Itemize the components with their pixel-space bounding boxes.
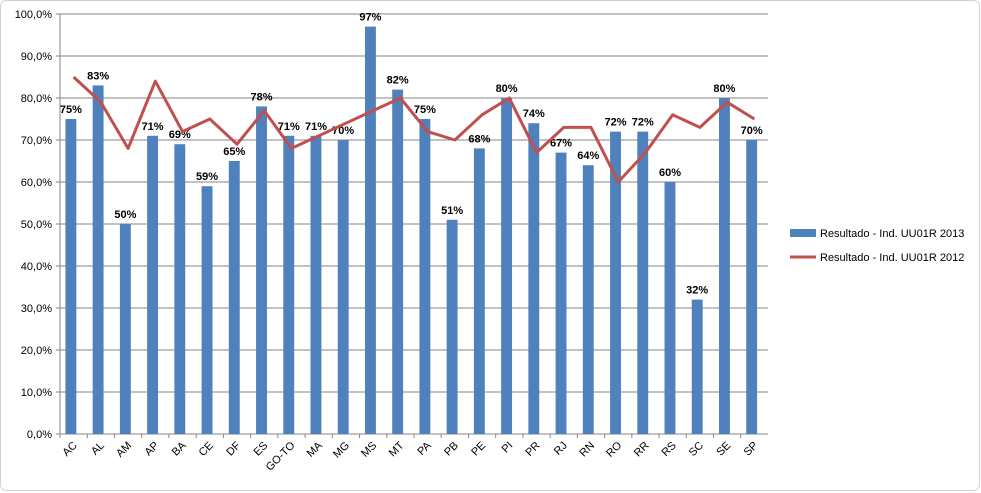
- value-label: 83%: [87, 70, 109, 82]
- bar: [718, 98, 730, 434]
- bar: [310, 135, 322, 435]
- value-label: 60%: [659, 167, 681, 179]
- value-label: 75%: [414, 104, 436, 116]
- bar: [147, 135, 159, 435]
- bar: [92, 85, 104, 435]
- bar: [746, 140, 758, 434]
- bar: [419, 119, 431, 434]
- value-label: 71%: [305, 121, 327, 133]
- y-tick-label: 20,0%: [21, 345, 52, 357]
- line: [72, 75, 756, 184]
- value-label: 68%: [468, 133, 490, 145]
- bar: [691, 299, 703, 434]
- bar: [555, 152, 567, 434]
- y-tick-label: 60,0%: [21, 177, 52, 189]
- y-tick-label: 90,0%: [21, 51, 52, 63]
- bar: [528, 123, 540, 434]
- bar: [582, 165, 594, 434]
- y-tick-label: 40,0%: [21, 261, 52, 273]
- value-label: 69%: [169, 129, 191, 141]
- bar: [392, 89, 404, 434]
- bar: [473, 148, 485, 434]
- value-label: 78%: [250, 91, 272, 103]
- y-tick-label: 80,0%: [21, 93, 52, 105]
- y-tick-label: 70,0%: [21, 135, 52, 147]
- bar: [501, 98, 513, 434]
- value-label: 50%: [114, 209, 136, 221]
- value-label: 64%: [577, 150, 599, 162]
- bar: [201, 186, 213, 434]
- bar: [283, 135, 295, 435]
- bar: [610, 131, 621, 434]
- value-label: 74%: [523, 108, 545, 120]
- value-label: 71%: [142, 121, 164, 133]
- value-label: 59%: [196, 171, 218, 183]
- bar: [256, 106, 267, 435]
- value-label: 70%: [741, 125, 763, 137]
- bar: [228, 161, 240, 434]
- legend-label: Resultado - Ind. UU01R 2013: [820, 228, 964, 240]
- y-tick-label: 30,0%: [21, 303, 52, 315]
- y-tick-label: 0,0%: [27, 429, 52, 441]
- value-label: 80%: [713, 83, 735, 95]
- y-tick-label: 50,0%: [21, 219, 52, 231]
- value-label: 51%: [441, 205, 463, 217]
- value-label: 65%: [223, 146, 245, 158]
- value-label: 97%: [359, 12, 381, 24]
- y-tick-label: 100,0%: [15, 9, 53, 21]
- bar: [174, 144, 186, 434]
- bar: [119, 224, 131, 434]
- bar: [364, 26, 376, 434]
- legend-swatch: [790, 229, 816, 237]
- value-label: 82%: [387, 75, 409, 87]
- y-tick-label: 10,0%: [21, 387, 52, 399]
- value-label: 72%: [632, 117, 654, 129]
- value-label: 67%: [550, 138, 572, 150]
- value-label: 75%: [60, 104, 82, 116]
- bar: [664, 182, 676, 434]
- bar: [637, 131, 649, 434]
- value-label: 71%: [278, 121, 300, 133]
- bar: [65, 119, 77, 434]
- legend-label: Resultado - Ind. UU01R 2012: [820, 252, 964, 264]
- value-label: 80%: [496, 83, 518, 95]
- value-label: 32%: [686, 285, 708, 297]
- bar: [446, 219, 458, 434]
- bar: [337, 140, 349, 434]
- value-label: 72%: [604, 117, 626, 129]
